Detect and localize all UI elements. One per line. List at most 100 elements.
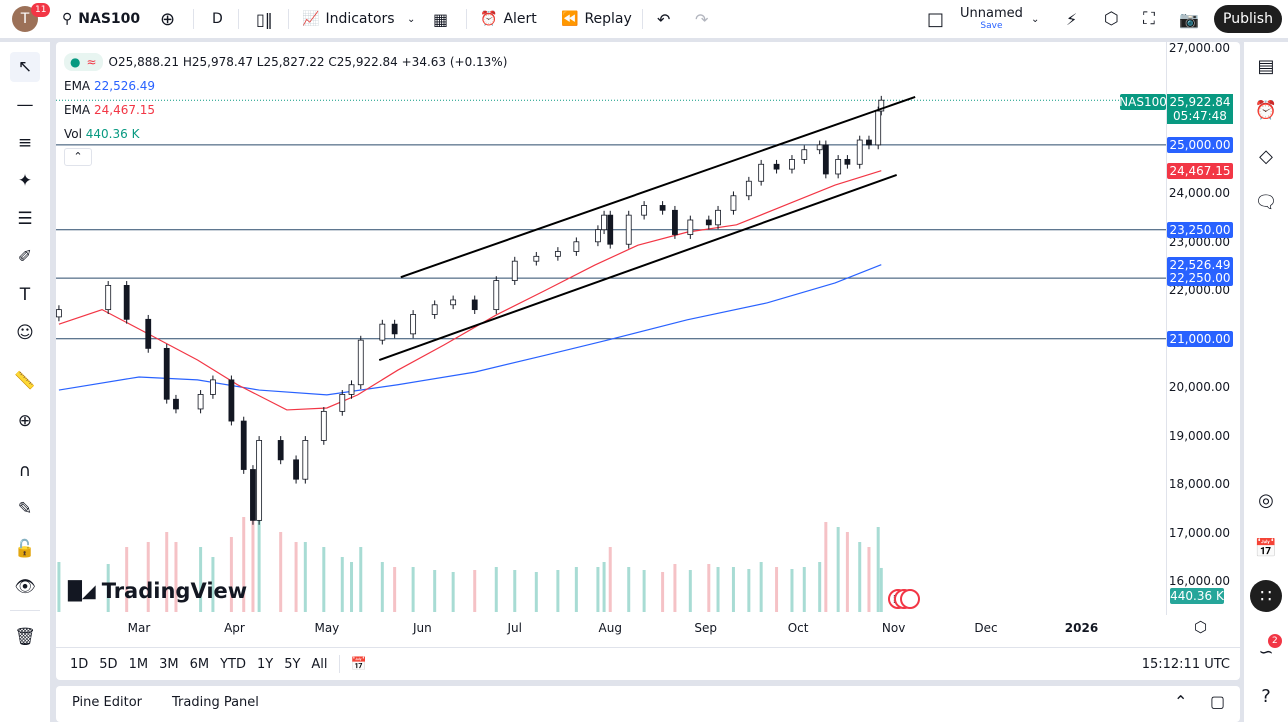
- tradingview-logo-icon: █◢: [68, 580, 96, 602]
- publish-button[interactable]: Publish: [1214, 5, 1282, 33]
- range-button-5y[interactable]: 5Y: [284, 656, 301, 672]
- ema-fast-legend[interactable]: EMA 24,467.15: [64, 103, 156, 117]
- fullscreen-button[interactable]: ⛶: [1143, 0, 1155, 38]
- cursor-tool[interactable]: ↖: [10, 52, 40, 82]
- range-button-1m[interactable]: 1M: [128, 656, 149, 672]
- chart-panel[interactable]: ● ≈ O25,888.21 H25,978.47 L25,827.22 C25,…: [56, 42, 1240, 680]
- layout-name-button[interactable]: Unnamed Save: [960, 6, 1023, 32]
- forecast-tool[interactable]: ☰: [10, 204, 40, 234]
- remove-drawings-tool[interactable]: 🗑: [10, 622, 40, 652]
- volume-bar: [759, 562, 763, 612]
- drawing-toolbar: ↖ — ≡ ✦ ☰ ✐ T ☺ 📏 ⊕ ∩ ✎ 🔓 👁 🗑: [0, 42, 50, 722]
- alerts-button[interactable]: ⏰: [1252, 96, 1280, 124]
- last-price-badge: 25,922.84 05:47:48: [1167, 94, 1233, 124]
- lock-drawings-tool[interactable]: 🔓: [10, 534, 40, 564]
- candle-body: [801, 149, 808, 160]
- economic-events-icon[interactable]: 🇺: [888, 589, 920, 609]
- candle-body: [357, 339, 364, 386]
- price-tick-label: 19,000.00: [1168, 428, 1230, 443]
- volume-bar: [731, 567, 735, 612]
- candle-body: [210, 379, 216, 395]
- indicators-dropdown[interactable]: ⌄: [407, 0, 415, 38]
- chevron-up-icon: ⌃: [1174, 692, 1188, 711]
- fib-tool[interactable]: ≡: [10, 128, 40, 158]
- magnet-tool[interactable]: ∩: [10, 456, 40, 486]
- range-button-1d[interactable]: 1D: [70, 656, 89, 672]
- layout-checkbox[interactable]: □: [927, 0, 944, 38]
- layout-dropdown[interactable]: ⌄: [1031, 0, 1039, 38]
- fullscreen-icon: ⛶: [1143, 9, 1155, 29]
- chat-button[interactable]: 🗨: [1252, 188, 1280, 216]
- level-price-badge: 25,000.00: [1167, 136, 1233, 153]
- zoom-tool[interactable]: ⊕: [10, 406, 40, 436]
- range-button-ytd[interactable]: YTD: [220, 656, 246, 672]
- brush-icon: ✐: [17, 247, 33, 267]
- tab-trading-panel[interactable]: Trading Panel: [172, 695, 259, 710]
- candle-body: [302, 440, 309, 480]
- volume-bar: [688, 570, 692, 612]
- help-button[interactable]: ?: [1252, 682, 1280, 710]
- tab-pine-editor[interactable]: Pine Editor: [72, 695, 143, 710]
- price-tick-label: 16,000.00: [1168, 573, 1230, 588]
- candle-body: [878, 99, 885, 112]
- candle-body: [745, 180, 752, 197]
- brush-tool[interactable]: ✐: [10, 242, 40, 272]
- range-button-6m[interactable]: 6M: [189, 656, 210, 672]
- axis-settings-button[interactable]: ⬡: [1194, 618, 1207, 636]
- chevron-up-icon: ⌃: [73, 150, 83, 163]
- screenshot-button[interactable]: 📷: [1179, 0, 1199, 38]
- stay-drawing-tool[interactable]: ✎: [10, 494, 40, 524]
- square-icon: □: [927, 8, 945, 30]
- forecast-icon: ☰: [17, 209, 33, 229]
- wave-icon: ≈: [86, 55, 97, 69]
- chart-type-button[interactable]: ▯‖: [256, 0, 273, 38]
- range-button-1y[interactable]: 1Y: [256, 656, 274, 672]
- redo-button[interactable]: ↷: [695, 0, 708, 38]
- apps-button[interactable]: ∷: [1250, 580, 1282, 612]
- time-axis[interactable]: Mar Apr May Jun Jul Aug Sep Oct Nov Dec 2026: [56, 615, 1166, 647]
- market-status[interactable]: ● ≈: [64, 53, 103, 71]
- candle-body: [105, 285, 112, 311]
- price-axis[interactable]: 27,000.00 24,000.00 23,000.00 22,000.00 20,0…: [1166, 42, 1240, 615]
- candle-body: [875, 110, 882, 146]
- notification-badge: 11: [31, 3, 51, 17]
- indicators-button[interactable]: 📈 Indicators: [302, 11, 395, 27]
- ideas-button[interactable]: ◎: [1252, 486, 1280, 514]
- object-tree-button[interactable]: ◇: [1252, 142, 1280, 170]
- news-button[interactable]: ∽: [1252, 638, 1280, 666]
- interval-button[interactable]: D: [212, 11, 223, 27]
- trend-line-tool[interactable]: —: [10, 90, 40, 120]
- volume-legend[interactable]: Vol 440.36 K: [64, 127, 140, 141]
- clock[interactable]: 15:12:11 UTC: [1141, 656, 1230, 672]
- cursor-icon: ↖: [17, 57, 33, 77]
- go-to-date-button[interactable]: 📅: [351, 657, 367, 672]
- candle-body: [379, 323, 386, 341]
- calendar-button[interactable]: 📅: [1252, 534, 1280, 562]
- volume-bar: [802, 567, 806, 612]
- range-button-3m[interactable]: 3M: [159, 656, 179, 672]
- measure-tool[interactable]: 📏: [10, 366, 40, 396]
- emoji-tool[interactable]: ☺: [10, 318, 40, 348]
- text-tool[interactable]: T: [10, 280, 40, 310]
- price-chart[interactable]: [56, 42, 1166, 615]
- maximize-panel-button[interactable]: ▢: [1210, 692, 1225, 711]
- volume-bar: [574, 567, 578, 612]
- replay-button[interactable]: ⏪ Replay: [561, 11, 632, 27]
- pattern-tool[interactable]: ✦: [10, 166, 40, 196]
- undo-button[interactable]: ↶: [657, 0, 670, 38]
- collapse-legend-button[interactable]: ⌃: [64, 148, 92, 166]
- settings-button[interactable]: ⬡: [1104, 0, 1119, 38]
- add-symbol-button[interactable]: ⊕: [160, 0, 175, 38]
- alert-button[interactable]: ⏰ Alert: [480, 11, 537, 27]
- range-button-all[interactable]: All: [311, 656, 328, 672]
- watchlist-button[interactable]: ▤: [1252, 52, 1280, 80]
- symbol-search[interactable]: ⚲ NAS100: [62, 11, 141, 27]
- range-button-5d[interactable]: 5D: [99, 656, 118, 672]
- expand-panel-button[interactable]: ⌃: [1174, 692, 1187, 711]
- ema-slow-legend[interactable]: EMA 22,526.49: [64, 79, 156, 93]
- quick-search-button[interactable]: ⚡: [1066, 0, 1077, 38]
- apps-grid-icon: ∷: [1260, 585, 1272, 607]
- hide-drawings-tool[interactable]: 👁: [10, 572, 40, 602]
- rewind-icon: ⏪: [561, 11, 579, 27]
- layouts-button[interactable]: ▦: [433, 0, 448, 38]
